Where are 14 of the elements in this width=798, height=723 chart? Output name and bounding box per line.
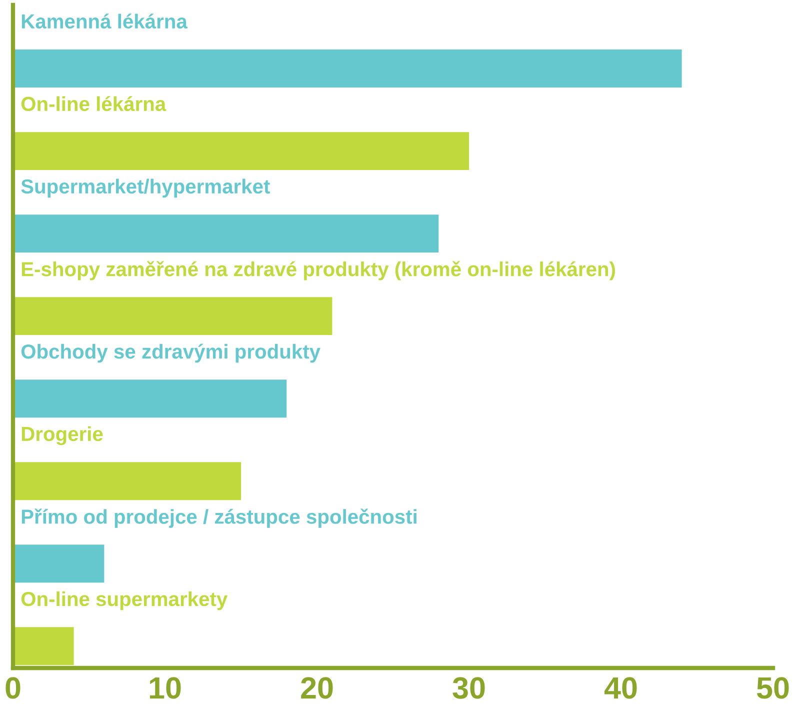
x-tick-label: 40 xyxy=(604,677,637,699)
x-tick-label: 0 xyxy=(6,677,20,699)
y-tick-label: Kamenná lékárna xyxy=(22,14,188,29)
x-tick-label: 50 xyxy=(756,677,789,699)
y-tick-label: Supermarket/hypermarket xyxy=(21,178,270,198)
y-tick-label: E-shopy zaměřené na zdravé produkty (kromě on-line lékáren) xyxy=(22,261,615,280)
y-tick-label: On-line supermarkety xyxy=(21,591,228,610)
y-tick-label: Drogerie xyxy=(22,426,103,446)
y-tick-label: Obchody se zdravými produkty xyxy=(21,344,320,363)
x-tick-label: 10 xyxy=(150,677,181,699)
y-tick-label: On-line lékárna xyxy=(21,96,166,112)
x-tick-label: 20 xyxy=(301,677,333,699)
y-tick-label: Přímo od prodejce / zástupce společnosti xyxy=(22,508,416,528)
x-tick-label: 30 xyxy=(452,677,485,699)
